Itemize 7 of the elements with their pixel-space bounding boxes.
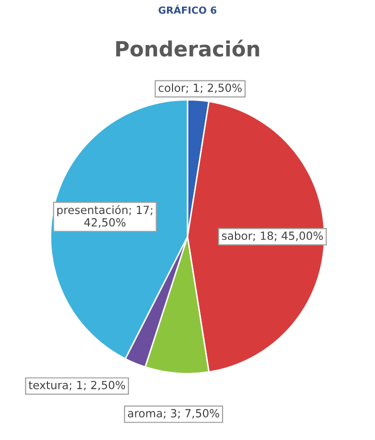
slice-label: aroma; 3; 7,50% — [128, 409, 220, 419]
text: GRÁFICO 6 — [158, 4, 216, 14]
slice-label: presentación; 17; 42,50% — [57, 205, 152, 228]
chart-title: Ponderación — [116, 40, 260, 57]
slice-label: color; 1; 2,50% — [158, 83, 242, 94]
slice-label: textura; 1; 2,50% — [28, 380, 126, 390]
slice-label: sabor; 18; 45,00% — [222, 231, 323, 242]
